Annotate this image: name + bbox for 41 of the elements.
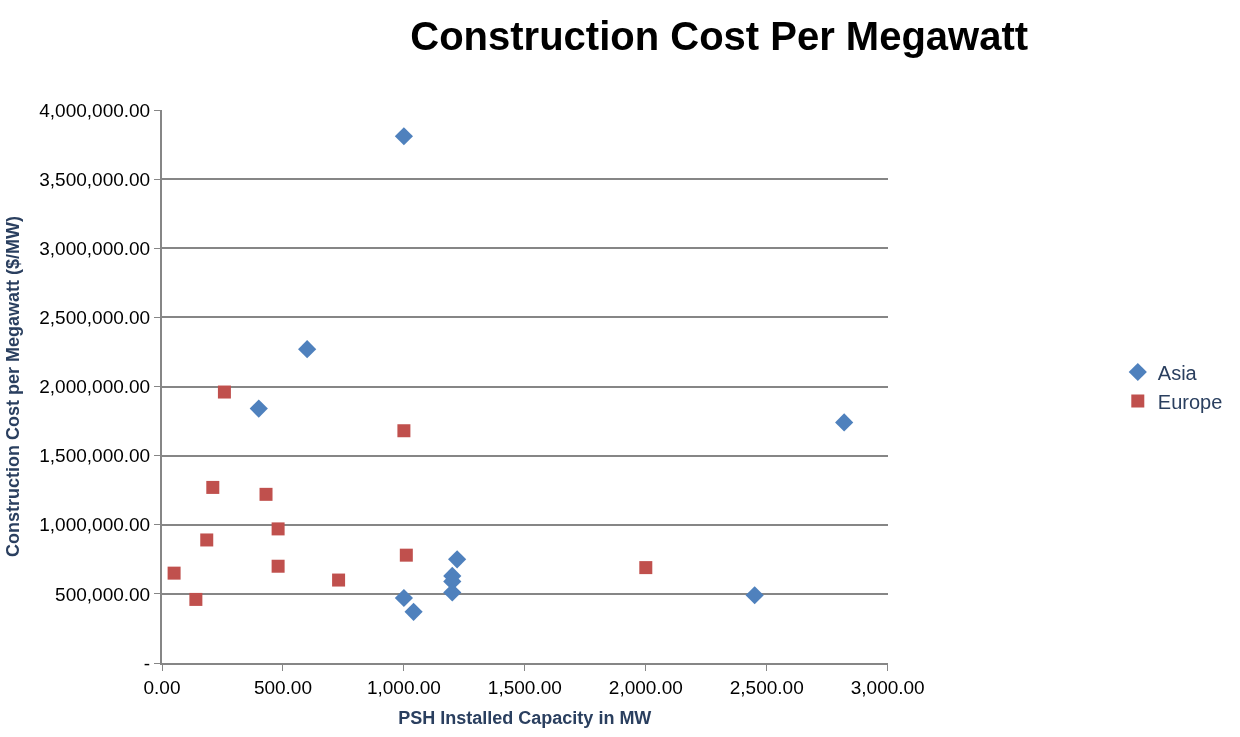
x-tick-label: 3,000.00 [850, 676, 925, 698]
x-tick-label: 2,000.00 [608, 676, 683, 698]
x-tick-label: 2,500.00 [729, 676, 804, 698]
point [835, 413, 854, 432]
point [639, 561, 653, 575]
y-tick-label: 4,000,000.00 [39, 99, 151, 121]
point [394, 127, 413, 146]
y-tick-label: 3,500,000.00 [39, 168, 151, 190]
point [249, 399, 268, 418]
legend-label: Europe [1157, 390, 1223, 413]
y-tick-label: 3,000,000.00 [39, 237, 151, 259]
point [206, 480, 220, 494]
x-tick-label: 1,000.00 [366, 676, 441, 698]
x-tick-label: 1,500.00 [487, 676, 562, 698]
y-tick-label: 2,500,000.00 [39, 307, 151, 329]
y-tick-label: 500,000.00 [55, 583, 151, 605]
point [298, 340, 317, 359]
point [259, 487, 273, 501]
point [394, 588, 413, 608]
point [189, 592, 203, 606]
point [745, 586, 764, 605]
point [167, 566, 181, 580]
point [200, 533, 214, 547]
y-tick-label: - [143, 652, 151, 674]
x-tick-label: 0.00 [143, 676, 181, 698]
point [271, 522, 285, 536]
point [217, 385, 231, 399]
y-axis-title: Construction Cost per Megawatt ($/MW) [2, 216, 23, 557]
chart-title: Construction Cost Per Megawatt [410, 14, 1029, 59]
point [399, 548, 413, 562]
point [271, 559, 285, 573]
point [404, 602, 423, 621]
point [332, 573, 346, 587]
point [448, 550, 467, 569]
point [397, 424, 411, 438]
x-tick-label: 500.00 [253, 676, 313, 698]
y-tick-label: 1,000,000.00 [39, 514, 151, 536]
y-tick-label: 1,500,000.00 [39, 445, 151, 467]
x-axis-title: PSH Installed Capacity in MW [398, 708, 652, 729]
legend-label: Asia [1157, 361, 1198, 384]
y-tick-label: 2,000,000.00 [39, 376, 151, 398]
